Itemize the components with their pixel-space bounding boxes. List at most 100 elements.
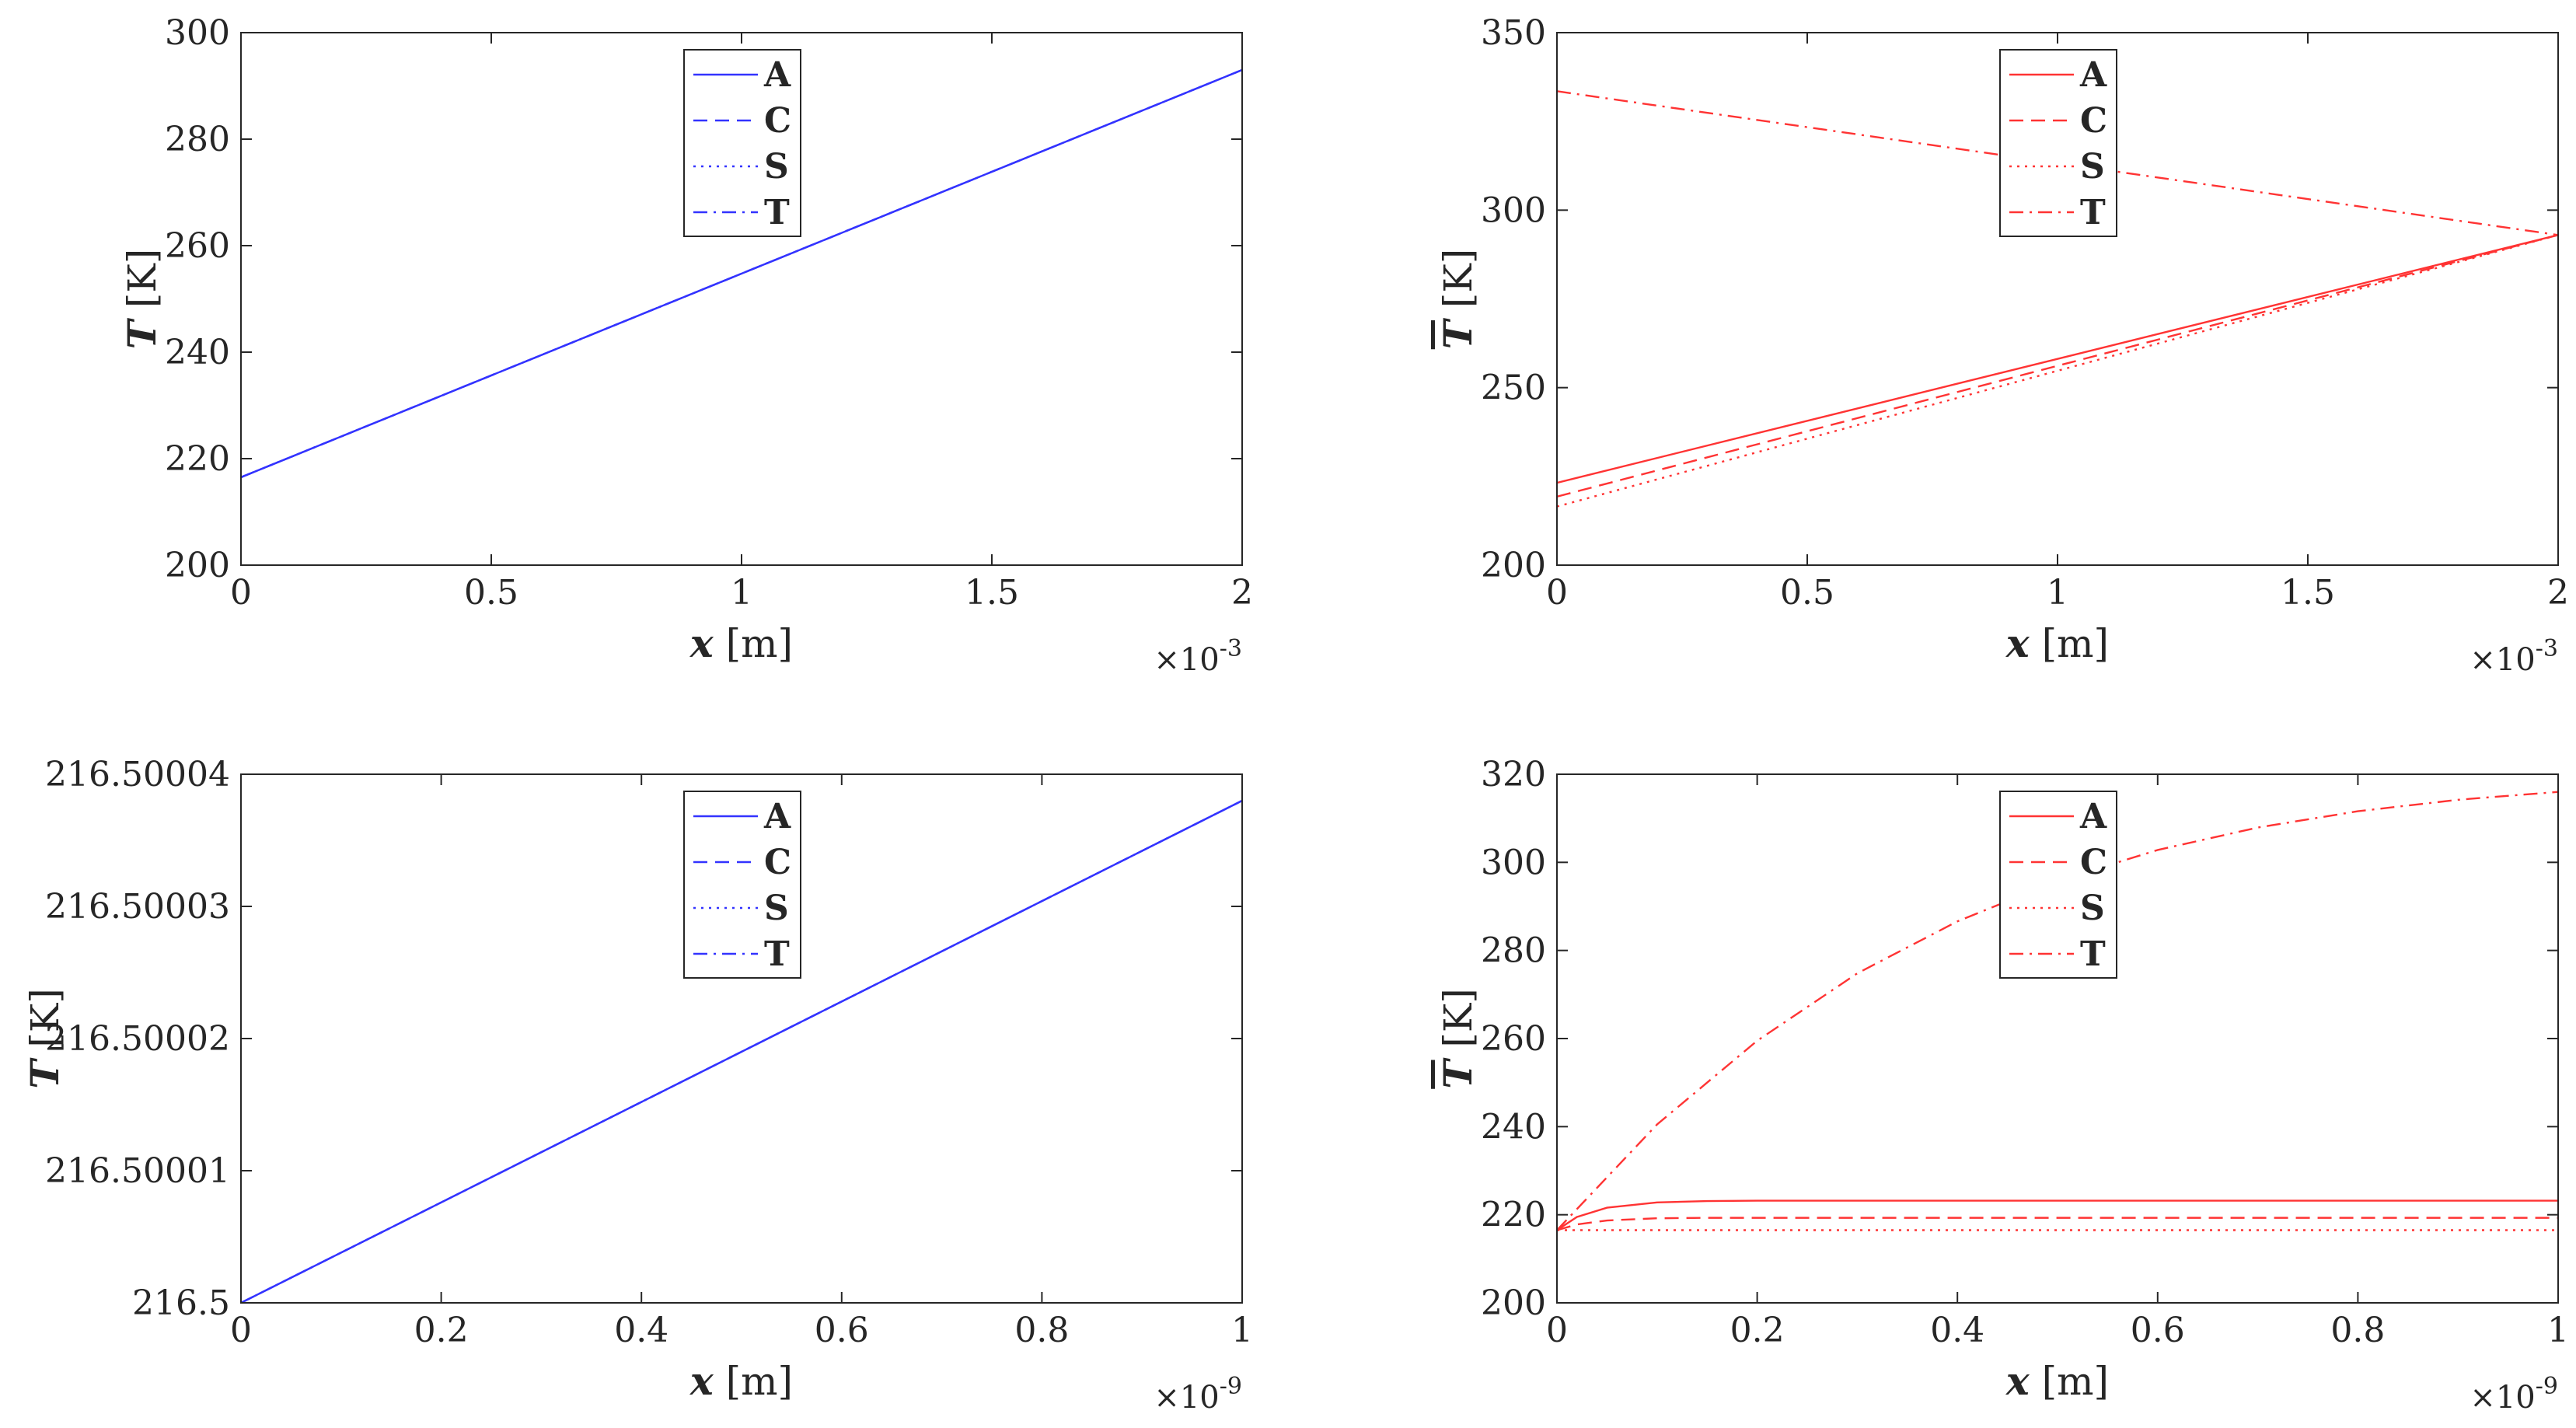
x-tick-label: 1 xyxy=(1231,1311,1253,1350)
exponent-power: -9 xyxy=(1220,1373,1242,1400)
x-tick-label: 2 xyxy=(2547,573,2569,613)
y-tick-label: 280 xyxy=(1481,931,1546,971)
legend-label-a: A xyxy=(763,797,791,836)
y-axis-label: T [K] xyxy=(1435,988,1481,1088)
x-axis-unit: [m] xyxy=(714,1359,793,1404)
x-tick-label: 0.2 xyxy=(414,1311,469,1350)
legend-label-t: T xyxy=(2080,193,2106,232)
series-line-s xyxy=(1557,234,2558,508)
y-tick-label: 216.50002 xyxy=(45,1019,230,1059)
series-line-t xyxy=(1557,90,2558,236)
exponent-times: ×10 xyxy=(2470,1380,2535,1416)
legend-box xyxy=(1999,49,2117,237)
y-axis-unit: [K] xyxy=(23,988,68,1060)
x-tick-label: 0.8 xyxy=(2330,1311,2385,1350)
exponent-power: -3 xyxy=(2536,635,2558,662)
x-axis-label: x [m] xyxy=(2005,1358,2109,1404)
y-tick-label: 216.50001 xyxy=(45,1151,230,1191)
series-line-c xyxy=(1557,1217,2558,1231)
x-axis-unit: [m] xyxy=(714,621,793,666)
series-line-t xyxy=(241,68,1242,479)
legend-label-t: T xyxy=(764,193,790,232)
x-tick-label: 0.5 xyxy=(1780,573,1834,613)
series-group xyxy=(241,799,1242,1303)
x-tick-label: 0.4 xyxy=(614,1311,668,1350)
x-tick-label: 1 xyxy=(2547,1311,2569,1350)
y-axis-label: T [K] xyxy=(119,249,165,349)
y-tick-label: 216.50003 xyxy=(45,887,230,927)
series-group xyxy=(1557,90,2558,508)
x-axis-exponent: ×10-9 xyxy=(2470,1373,2558,1416)
y-axis-variable: T xyxy=(1435,1057,1481,1089)
x-tick-label: 0.4 xyxy=(1930,1311,1984,1350)
x-tick-label: 1.5 xyxy=(965,573,1019,613)
x-axis-variable: x xyxy=(2005,620,2030,666)
legend-box xyxy=(683,49,801,237)
y-tick-label: 260 xyxy=(1481,1019,1546,1059)
x-axis-label: x [m] xyxy=(689,620,793,666)
x-tick-label: 0 xyxy=(1546,573,1568,613)
x-tick-label: 0.2 xyxy=(1730,1311,1785,1350)
y-tick-label: 320 xyxy=(1481,755,1546,794)
y-axis-variable: T xyxy=(22,1057,68,1089)
legend-label-s: S xyxy=(764,147,789,187)
legend-label-t: T xyxy=(764,934,790,974)
y-tick-label: 240 xyxy=(165,333,230,372)
exponent-power: -3 xyxy=(1220,635,1242,662)
x-axis-unit: [m] xyxy=(2030,621,2109,666)
x-tick-label: 1.5 xyxy=(2281,573,2335,613)
legend-label-a: A xyxy=(763,55,791,95)
y-tick-label: 216.50004 xyxy=(45,755,230,794)
y-axis-unit: [K] xyxy=(120,249,165,320)
y-axis-variable: T xyxy=(1435,317,1481,349)
legend-label-s: S xyxy=(764,889,789,928)
x-tick-label: 0 xyxy=(1546,1311,1568,1350)
y-axis-unit: [K] xyxy=(1436,249,1481,320)
chart-1: 0 0.5 1 1.5 2 200 220 240 260 280 300 x [m] ×10-3 T [… xyxy=(119,13,1253,678)
y-axis-unit: [K] xyxy=(1436,988,1481,1060)
x-axis-label: x [m] xyxy=(2005,620,2109,666)
x-tick-label: 1 xyxy=(2047,573,2068,613)
series-line-t xyxy=(241,799,1242,1303)
y-tick-label: 300 xyxy=(165,13,230,53)
legend-label-t: T xyxy=(2080,934,2106,974)
y-tick-label: 200 xyxy=(1481,546,1546,585)
x-tick-label: 1 xyxy=(731,573,752,613)
x-tick-label: 0.6 xyxy=(815,1311,869,1350)
y-tick-label: 300 xyxy=(1481,190,1546,230)
x-tick-label: 0 xyxy=(230,1311,252,1350)
x-axis-variable: x xyxy=(689,620,714,666)
y-tick-label: 260 xyxy=(165,226,230,266)
y-tick-label: 216.5 xyxy=(132,1283,230,1323)
y-tick-label: 250 xyxy=(1481,368,1546,408)
y-axis-variable: T xyxy=(119,317,165,349)
exponent-times: ×10 xyxy=(1154,642,1219,678)
y-axis-label: T [K] xyxy=(22,988,68,1088)
y-tick-label: 240 xyxy=(1481,1107,1546,1147)
legend-label-a: A xyxy=(2079,797,2107,836)
series-line-a xyxy=(1557,234,2558,484)
legend-label-c: C xyxy=(2080,843,2107,882)
chart-4: 0 0.2 0.4 0.6 0.8 1 200 220 240 260 280 300 320 x [m]… xyxy=(1435,755,2569,1416)
legend-box xyxy=(1999,791,2117,979)
exponent-times: ×10 xyxy=(2470,642,2535,678)
x-axis-exponent: ×10-9 xyxy=(1154,1373,1242,1416)
x-axis-exponent: ×10-3 xyxy=(1154,635,1242,678)
legend-label-s: S xyxy=(2080,889,2105,928)
x-axis-variable: x xyxy=(689,1358,714,1404)
x-tick-label: 0.8 xyxy=(1014,1311,1069,1350)
x-tick-label: 0.6 xyxy=(2131,1311,2185,1350)
x-axis-variable: x xyxy=(2005,1358,2030,1404)
legend-label-c: C xyxy=(764,843,791,882)
y-tick-label: 220 xyxy=(165,439,230,479)
x-axis-exponent: ×10-3 xyxy=(2470,635,2558,678)
y-tick-label: 220 xyxy=(1481,1196,1546,1235)
y-tick-label: 200 xyxy=(1481,1283,1546,1323)
exponent-times: ×10 xyxy=(1154,1380,1219,1416)
x-axis-unit: [m] xyxy=(2030,1359,2109,1404)
